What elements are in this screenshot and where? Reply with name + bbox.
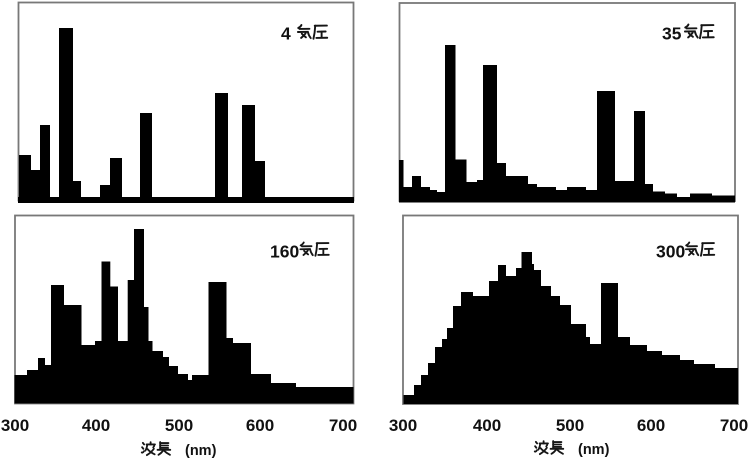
svg-text:300: 300 [656,242,685,262]
svg-text:600: 600 [637,416,665,435]
svg-text:160: 160 [270,242,299,262]
svg-text:600: 600 [246,416,274,435]
svg-text:400: 400 [82,416,110,435]
svg-text:300: 300 [1,416,29,435]
svg-text:500: 500 [165,416,193,435]
svg-text:500: 500 [556,416,584,435]
svg-text:35: 35 [662,24,682,44]
svg-text:4: 4 [281,24,291,44]
svg-text:300: 300 [389,416,417,435]
svg-text:(nm): (nm) [185,443,217,459]
svg-text:700: 700 [720,416,748,435]
svg-text:400: 400 [473,416,501,435]
svg-text:700: 700 [329,416,357,435]
svg-text:(nm): (nm) [578,442,610,458]
